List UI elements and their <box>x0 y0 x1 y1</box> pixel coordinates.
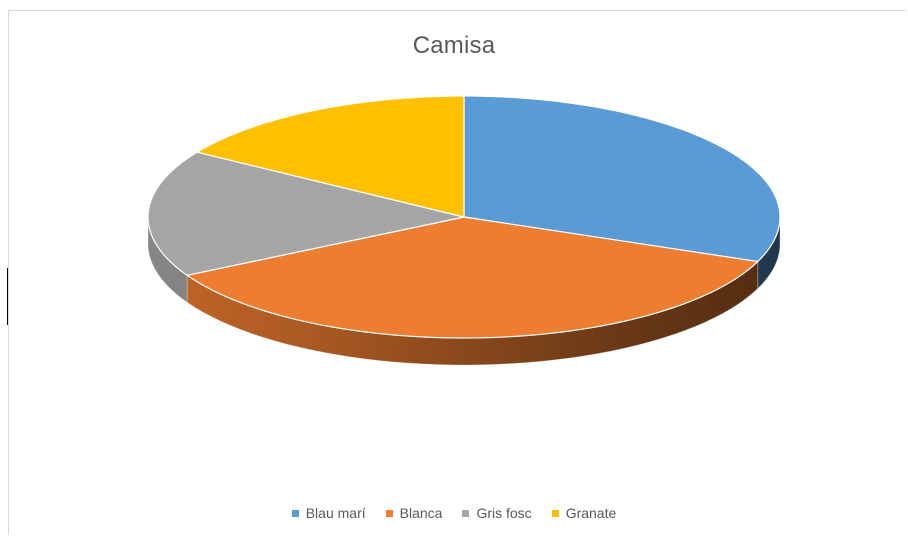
legend-item-gris-fosc[interactable]: Gris fosc <box>462 505 532 521</box>
legend-label-gris-fosc: Gris fosc <box>476 505 532 521</box>
legend-swatch-blau-mari <box>291 509 299 517</box>
legend: Blau marí Blanca Gris fosc Granate <box>0 505 908 521</box>
legend-swatch-blanca <box>385 509 393 517</box>
legend-label-granate: Granate <box>565 505 617 521</box>
legend-item-blau-mari[interactable]: Blau marí <box>291 505 366 521</box>
legend-swatch-granate <box>551 509 559 517</box>
pie-slice-gris-fosc[interactable] <box>147 151 465 276</box>
edge-marker <box>7 268 8 325</box>
pie-slice-blau-mari[interactable] <box>463 95 781 263</box>
pie-slice-blanca[interactable] <box>186 216 759 339</box>
legend-swatch-gris-fosc <box>462 509 470 517</box>
legend-label-blau-mari: Blau marí <box>305 505 366 521</box>
chart-title: Camisa <box>412 32 496 59</box>
pie-slice-granate[interactable] <box>196 95 465 218</box>
legend-item-granate[interactable]: Granate <box>551 505 617 521</box>
legend-label-blanca: Blanca <box>399 505 443 521</box>
legend-item-blanca[interactable]: Blanca <box>385 505 443 521</box>
